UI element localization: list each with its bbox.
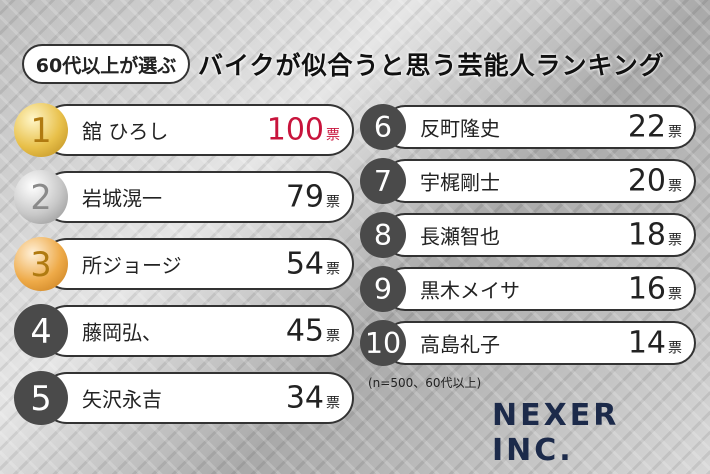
- vote-unit: 票: [668, 340, 682, 357]
- vote-unit: 票: [668, 124, 682, 141]
- ranking-row: 4 藤岡弘、 45 票: [14, 304, 354, 358]
- vote-count: 45: [285, 313, 324, 349]
- name: 藤岡弘、: [82, 320, 162, 345]
- name: 高島礼子: [420, 332, 500, 357]
- vote-count: 18: [627, 217, 666, 253]
- rank-badge: 2: [14, 170, 68, 224]
- vote-unit: 票: [326, 395, 340, 412]
- votes: 45 票: [286, 314, 340, 349]
- ranking-row: 3 所ジョージ 54 票: [14, 237, 354, 291]
- votes: 18 票: [628, 218, 682, 253]
- name: 黒木メイサ: [420, 278, 520, 303]
- votes: 14 票: [628, 326, 682, 361]
- row-bar: [383, 213, 696, 257]
- votes: 22 票: [628, 110, 682, 145]
- name: 矢沢永吉: [82, 387, 162, 412]
- ranking-row: 6 反町隆史 22 票: [360, 104, 696, 150]
- votes: 20 票: [628, 164, 682, 199]
- row-bar: [383, 105, 696, 149]
- vote-unit: 票: [326, 194, 340, 211]
- rank-badge: 9: [360, 266, 406, 312]
- rank-badge: 5: [14, 371, 68, 425]
- vote-count: 20: [627, 163, 666, 199]
- row-bar: [383, 321, 696, 365]
- ranking-row: 1 舘 ひろし 100 票: [14, 103, 354, 157]
- name: 反町隆史: [420, 116, 500, 141]
- name: 長瀬智也: [420, 224, 500, 249]
- vote-count: 16: [627, 271, 666, 307]
- row-bar: [41, 305, 354, 357]
- vote-unit: 票: [668, 178, 682, 195]
- vote-unit: 票: [326, 127, 340, 144]
- row-bar: [41, 104, 354, 156]
- name: 宇梶剛士: [420, 170, 500, 195]
- name: 岩城滉一: [82, 186, 162, 211]
- rank-badge: 1: [14, 103, 68, 157]
- row-bar: [41, 372, 354, 424]
- vote-count: 79: [285, 179, 324, 215]
- vote-count: 34: [285, 380, 324, 416]
- vote-count: 22: [627, 109, 666, 145]
- row-bar: [41, 238, 354, 290]
- rank-badge: 3: [14, 237, 68, 291]
- ranking-row: 5 矢沢永吉 34 票: [14, 371, 354, 425]
- votes: 16 票: [628, 272, 682, 307]
- name: 所ジョージ: [82, 253, 182, 278]
- rank-badge: 6: [360, 104, 406, 150]
- ranking-row: 9 黒木メイサ 16 票: [360, 266, 696, 312]
- votes: 100 票: [267, 113, 340, 148]
- logo: NEXER INC.: [492, 398, 620, 468]
- vote-unit: 票: [326, 261, 340, 278]
- note: (n=500、60代以上): [368, 376, 482, 390]
- name: 舘 ひろし: [82, 119, 169, 144]
- ranking-row: 2 岩城滉一 79 票: [14, 170, 354, 224]
- row-bar: [41, 171, 354, 223]
- rank-badge: 4: [14, 304, 68, 358]
- ranking-row: 10 高島礼子 14 票: [360, 320, 696, 366]
- votes: 79 票: [286, 180, 340, 215]
- ranking-row: 7 宇梶剛士 20 票: [360, 158, 696, 204]
- vote-unit: 票: [668, 286, 682, 303]
- votes: 34 票: [286, 381, 340, 416]
- vote-count: 54: [285, 246, 324, 282]
- header-badge: 60代以上が選ぶ: [22, 44, 190, 84]
- vote-unit: 票: [326, 328, 340, 345]
- title: バイクが似合うと思う芸能人ランキング: [198, 51, 665, 80]
- rank-badge: 8: [360, 212, 406, 258]
- vote-count: 14: [627, 325, 666, 361]
- rank-badge: 10: [360, 320, 406, 366]
- vote-count: 100: [266, 112, 324, 148]
- votes: 54 票: [286, 247, 340, 282]
- ranking-row: 8 長瀬智也 18 票: [360, 212, 696, 258]
- vote-unit: 票: [668, 232, 682, 249]
- rank-badge: 7: [360, 158, 406, 204]
